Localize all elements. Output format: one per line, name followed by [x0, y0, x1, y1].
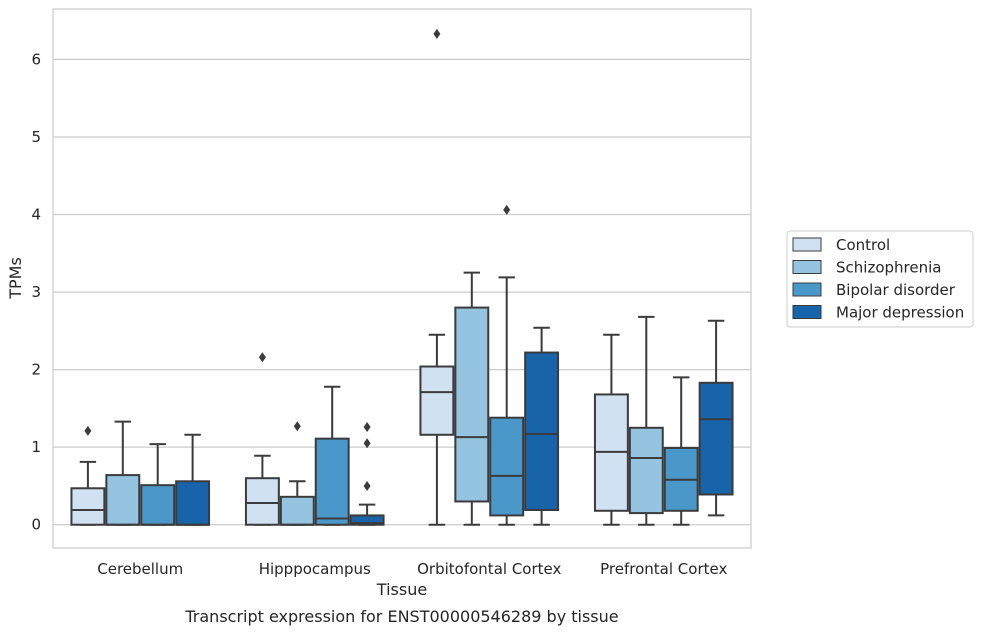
- chart-caption: Transcript expression for ENST0000054628…: [184, 607, 618, 626]
- y-tick-label: 2: [31, 361, 41, 379]
- box-body: [489, 416, 525, 517]
- outlier-point: [363, 480, 371, 491]
- box-body: [698, 381, 734, 496]
- legend-swatch: [792, 237, 822, 252]
- box-3-1: [628, 315, 664, 526]
- box-body: [349, 514, 385, 526]
- legend-label: Control: [836, 236, 890, 254]
- box-0-2: [140, 443, 176, 526]
- legend: Control Schizophrenia Bipolar disorder Majo…: [786, 230, 974, 328]
- box-3-2: [663, 376, 699, 526]
- legend-swatch: [792, 260, 822, 274]
- box-body: [279, 495, 315, 526]
- outlier-point: [258, 352, 266, 363]
- legend-frame: [786, 230, 974, 328]
- x-tick-label: Prefrontal Cortex: [600, 560, 727, 578]
- box-1-1: [279, 421, 315, 526]
- legend-swatch: [792, 305, 822, 319]
- x-tick-label: Orbitofontal Cortex: [417, 560, 561, 578]
- y-tick-label: 6: [31, 50, 41, 68]
- box-body: [419, 365, 455, 436]
- y-tick-label: 0: [31, 516, 41, 534]
- box-0-1: [105, 420, 141, 526]
- outlier-point: [363, 438, 371, 449]
- y-tick-label: 5: [31, 128, 41, 146]
- box-3-3: [698, 319, 734, 517]
- box-1-2: [314, 385, 350, 526]
- legend-label: Schizophrenia: [836, 259, 941, 277]
- box-2-1: [454, 271, 490, 526]
- outlier-point: [503, 204, 511, 215]
- boxes: [70, 28, 734, 526]
- outlier-point: [293, 421, 301, 432]
- box-body: [314, 437, 350, 526]
- y-tick-label: 3: [31, 283, 41, 301]
- box-body: [628, 426, 664, 515]
- box-2-2: [489, 204, 525, 526]
- box-body: [140, 484, 176, 526]
- legend-label: Bipolar disorder: [836, 281, 956, 299]
- outlier-point: [363, 422, 371, 433]
- box-0-0: [70, 425, 106, 526]
- box-2-3: [524, 326, 560, 526]
- outlier-point: [84, 425, 92, 436]
- box-body: [105, 474, 141, 526]
- box-3-0: [593, 333, 629, 526]
- legend-swatch: [792, 282, 822, 297]
- y-tick-label: 1: [31, 438, 41, 456]
- box-body: [524, 351, 560, 511]
- box-0-3: [175, 433, 211, 526]
- y-tick-labels: 0 1 2 3 4 5 6: [31, 50, 41, 533]
- box-body: [175, 480, 211, 526]
- outlier-point: [433, 28, 441, 39]
- legend-label: Major depression: [836, 304, 964, 322]
- x-axis-label: Tissue: [376, 580, 427, 599]
- y-axis-label: TPMs: [6, 257, 25, 300]
- box-1-0: [244, 352, 280, 526]
- x-tick-labels: Cerebellum Hipppocampus Orbitofontal Corte…: [97, 560, 727, 578]
- box-2-0: [419, 28, 455, 526]
- box-body: [454, 306, 490, 503]
- box-body: [244, 477, 280, 526]
- box-body: [70, 487, 106, 526]
- box-1-3: [349, 422, 385, 526]
- y-tick-label: 4: [31, 206, 41, 224]
- x-tick-label: Hipppocampus: [259, 560, 371, 578]
- x-tick-label: Cerebellum: [97, 560, 183, 578]
